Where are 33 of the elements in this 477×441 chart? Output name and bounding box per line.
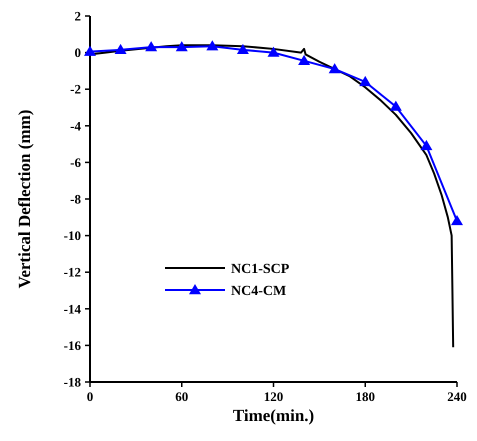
point bbox=[359, 76, 372, 86]
point bbox=[176, 41, 188, 52]
x-tick-label: 180 bbox=[356, 389, 375, 404]
x-tick-label: 120 bbox=[264, 389, 284, 404]
point bbox=[84, 46, 96, 56]
point bbox=[114, 44, 127, 54]
y-tick-label: -6 bbox=[70, 154, 82, 170]
point bbox=[145, 41, 158, 52]
point bbox=[390, 100, 402, 111]
x-tick-label: 60 bbox=[175, 389, 188, 404]
x-axis-title: Time(min.) bbox=[232, 406, 314, 425]
point bbox=[236, 44, 249, 54]
y-tick-label: -2 bbox=[70, 82, 81, 97]
y-axis-title: Vertical Deflection (mm) bbox=[15, 110, 34, 288]
point bbox=[206, 40, 218, 50]
y-tick-label: 0 bbox=[74, 45, 81, 60]
y-tick-label: -14 bbox=[64, 301, 82, 316]
y-tick-label: -16 bbox=[64, 338, 82, 353]
x-tick-label: 0 bbox=[86, 389, 94, 404]
point bbox=[328, 63, 341, 74]
legend-label: NC4-CM bbox=[231, 284, 286, 299]
y-tick-label: -18 bbox=[64, 374, 82, 390]
point bbox=[451, 214, 463, 226]
x-tick-label: 240 bbox=[447, 389, 467, 404]
legend-label: NC1-SCP bbox=[231, 262, 290, 277]
point bbox=[268, 46, 280, 57]
y-tick-label: -4 bbox=[70, 118, 82, 134]
y-tick-label: 2 bbox=[74, 8, 81, 24]
y-tick-label: -10 bbox=[64, 228, 81, 244]
y-tick-label: -8 bbox=[70, 192, 82, 206]
point bbox=[420, 140, 432, 150]
y-tick-label: -12 bbox=[64, 264, 81, 280]
point bbox=[298, 54, 310, 66]
